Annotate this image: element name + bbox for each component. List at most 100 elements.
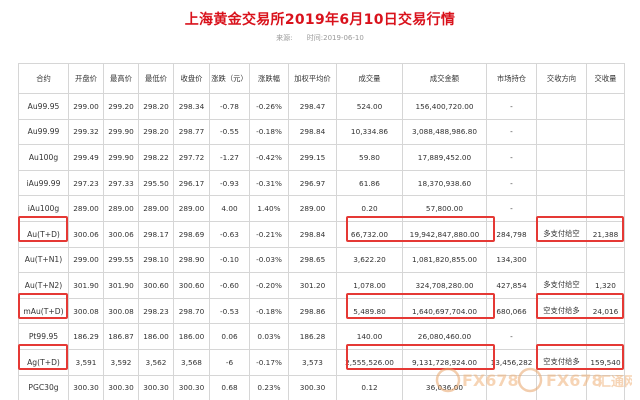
cell-contract: Au(T+N1)	[18, 246, 69, 274]
cell-change: -6	[209, 348, 250, 376]
cell-open: 186.29	[68, 323, 104, 350]
table-row: Au(T+N2) 301.90 301.90 300.60 300.60 -0.60 -0.…	[18, 272, 625, 299]
cell-close: 186.00	[173, 323, 210, 350]
cell-change-pct: -0.17%	[249, 348, 289, 376]
source-label: 来源:	[276, 34, 293, 42]
cell-turnover: 156,400,720.00	[402, 93, 487, 120]
cell-turnover: 18,370,938.60	[402, 169, 487, 197]
cell-change: -0.53	[209, 297, 250, 325]
cell-delivery-direction: 空支付给多	[536, 297, 587, 325]
col-header-volume: 成交量	[336, 63, 403, 94]
cell-close: 3,568	[173, 348, 210, 376]
cell-change: 4.00	[209, 195, 250, 222]
cell-volume: 524.00	[336, 93, 403, 120]
cell-open: 299.00	[68, 246, 104, 274]
cell-volume: 10,334.86	[336, 118, 403, 146]
cell-volume: 5,489.80	[336, 297, 403, 325]
cell-change-pct: 0.03%	[249, 323, 289, 350]
cell-open-interest: -	[486, 195, 537, 222]
cell-low: 186.00	[138, 323, 174, 350]
cell-high: 299.90	[103, 118, 139, 146]
cell-delivery-direction	[536, 374, 587, 400]
cell-change-pct: -0.18%	[249, 118, 289, 146]
cell-contract: Au99.99	[18, 118, 69, 146]
col-header-close: 收盘价	[173, 63, 210, 94]
cell-close: 297.72	[173, 144, 210, 171]
cell-low: 289.00	[138, 195, 174, 222]
cell-change-pct: -0.03%	[249, 246, 289, 274]
col-header-change-pct: 涨跌幅	[249, 63, 289, 94]
cell-high: 301.90	[103, 272, 139, 299]
cell-change-pct: -0.20%	[249, 272, 289, 299]
cell-low: 298.20	[138, 118, 174, 146]
cell-contract: Au(T+N2)	[18, 272, 69, 299]
table-row: mAu(T+D) 300.08 300.08 298.23 298.70 -0.53 -0.…	[18, 297, 625, 325]
cell-open-interest: 680,066	[486, 297, 537, 325]
publish-time: 时间:2019-06-10	[306, 34, 364, 42]
table-row: iAu99.99 297.23 297.33 295.50 296.17 -0.93 -0.…	[18, 169, 625, 197]
table-row: Au(T+D) 300.06 300.06 298.17 298.69 -0.63 -0.2…	[18, 220, 625, 248]
table-row: Au(T+N1) 299.00 299.55 298.10 298.90 -0.10 -0.…	[18, 246, 625, 274]
cell-weighted-avg: 298.65	[288, 246, 337, 274]
table-row: PGC30g 300.30 300.30 300.30 300.30 0.68 0.23% 3…	[18, 374, 625, 400]
cell-volume: 59.80	[336, 144, 403, 171]
cell-turnover: 1,081,820,855.00	[402, 246, 487, 274]
cell-weighted-avg: 299.15	[288, 144, 337, 171]
cell-delivery-volume	[586, 323, 625, 350]
cell-change-pct: -0.21%	[249, 220, 289, 248]
table-row: Au99.95 299.00 299.20 298.20 298.34 -0.78 -0.2…	[18, 93, 625, 120]
cell-turnover: 3,088,488,986.80	[402, 118, 487, 146]
cell-open-interest: -	[486, 118, 537, 146]
cell-high: 300.08	[103, 297, 139, 325]
cell-turnover: 57,800.00	[402, 195, 487, 222]
cell-volume: 140.00	[336, 323, 403, 350]
table-row: iAu100g 289.00 289.00 289.00 289.00 4.00 1.40%…	[18, 195, 625, 222]
quote-table: 合约 开盘价 最高价 最低价 收盘价 涨跌（元） 涨跌幅 加权平均价 成交量 成…	[18, 63, 625, 400]
table-row: Ag(T+D) 3,591 3,592 3,562 3,568 -6 -0.17% 3,573…	[18, 348, 625, 376]
cell-high: 186.87	[103, 323, 139, 350]
cell-delivery-volume	[586, 246, 625, 274]
cell-delivery-volume: 21,388	[586, 220, 625, 248]
table-row: Au99.99 299.32 299.90 298.20 298.77 -0.55 -0.1…	[18, 118, 625, 146]
cell-open: 3,591	[68, 348, 104, 376]
cell-weighted-avg: 3,573	[288, 348, 337, 376]
cell-open-interest: -	[486, 144, 537, 171]
cell-delivery-direction	[536, 323, 587, 350]
table-body: Au99.95 299.00 299.20 298.20 298.34 -0.78 -0.2…	[18, 93, 625, 400]
cell-open-interest: -	[486, 323, 537, 350]
cell-volume: 2,555,526.00	[336, 348, 403, 376]
cell-low: 298.20	[138, 93, 174, 120]
table-row: Au100g 299.49 299.90 298.22 297.72 -1.27 -0.42…	[18, 144, 625, 171]
cell-high: 300.06	[103, 220, 139, 248]
quote-table-container: 合约 开盘价 最高价 最低价 收盘价 涨跌（元） 涨跌幅 加权平均价 成交量 成…	[18, 63, 625, 400]
cell-volume: 66,732.00	[336, 220, 403, 248]
cell-change: -0.63	[209, 220, 250, 248]
cell-weighted-avg: 298.84	[288, 118, 337, 146]
page-meta: 来源: 时间:2019-06-10	[0, 33, 640, 43]
cell-change-pct: 0.23%	[249, 374, 289, 400]
cell-turnover: 36,036.00	[402, 374, 487, 400]
cell-turnover: 1,640,697,704.00	[402, 297, 487, 325]
cell-open: 299.49	[68, 144, 104, 171]
table-row: Pt99.95 186.29 186.87 186.00 186.00 0.06 0.03%…	[18, 323, 625, 350]
cell-open-interest: -	[486, 93, 537, 120]
cell-change-pct: 1.40%	[249, 195, 289, 222]
cell-delivery-direction	[536, 118, 587, 146]
cell-low: 300.30	[138, 374, 174, 400]
col-header-turnover: 成交金额	[402, 63, 487, 94]
cell-delivery-direction: 空支付给多	[536, 348, 587, 376]
cell-contract: Au100g	[18, 144, 69, 171]
cell-change: -0.78	[209, 93, 250, 120]
cell-weighted-avg: 298.47	[288, 93, 337, 120]
cell-weighted-avg: 298.86	[288, 297, 337, 325]
cell-change-pct: -0.42%	[249, 144, 289, 171]
cell-delivery-direction	[536, 144, 587, 171]
cell-close: 298.90	[173, 246, 210, 274]
cell-close: 298.34	[173, 93, 210, 120]
cell-open: 289.00	[68, 195, 104, 222]
cell-delivery-volume: 159,540	[586, 348, 625, 376]
cell-contract: Au99.95	[18, 93, 69, 120]
cell-low: 298.17	[138, 220, 174, 248]
cell-open: 301.90	[68, 272, 104, 299]
cell-change: 0.68	[209, 374, 250, 400]
